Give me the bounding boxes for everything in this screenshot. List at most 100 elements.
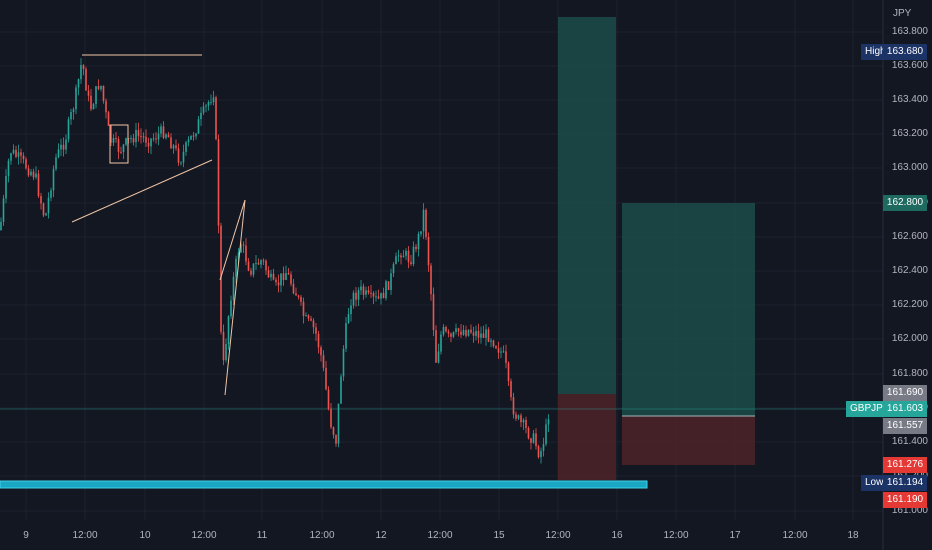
candle-body — [490, 340, 492, 342]
candle-body — [367, 290, 370, 293]
candle-body — [85, 68, 87, 91]
candle-body — [225, 344, 227, 361]
candle-body — [457, 328, 460, 332]
candle-body — [542, 444, 545, 451]
price-axis-label: 162.600 — [891, 231, 928, 242]
candle-body — [2, 198, 5, 222]
candle-body — [440, 334, 442, 352]
candle-body — [172, 145, 175, 149]
candle-body — [277, 282, 280, 286]
candle-body — [455, 328, 457, 332]
candle-body — [192, 135, 195, 137]
time-axis-label: 12:00 — [191, 530, 217, 541]
candle-body — [507, 362, 510, 382]
candle-body — [185, 142, 187, 152]
candle-body — [480, 333, 482, 338]
candle-body — [267, 270, 270, 278]
time-axis-label: 12:00 — [782, 530, 808, 541]
candle-body — [432, 294, 435, 331]
candle-body — [412, 246, 415, 265]
long-position-1-profit-zone — [558, 17, 616, 394]
candle-body — [72, 109, 75, 113]
time-axis-label: 17 — [729, 530, 741, 541]
candle-body — [265, 260, 267, 271]
candle-body — [357, 290, 360, 300]
candle-body — [525, 419, 527, 428]
candle-body — [182, 151, 185, 163]
candle-body — [352, 292, 355, 306]
candle-body — [322, 355, 325, 368]
time-axis-label: 12:00 — [545, 530, 571, 541]
candle-body — [245, 245, 247, 262]
time-axis-label: 11 — [256, 530, 268, 541]
candle-body — [147, 142, 150, 147]
candle-body — [202, 106, 205, 113]
candle-body — [435, 330, 437, 363]
long-position-2-profit-zone — [622, 203, 755, 416]
candle-body — [15, 149, 17, 157]
candle-body — [180, 162, 182, 164]
candle-body — [212, 97, 215, 103]
candle-body — [207, 102, 210, 106]
candle-body — [10, 153, 12, 161]
time-axis-label: 15 — [493, 530, 505, 541]
candle-body — [362, 286, 365, 295]
candle-body — [87, 90, 90, 96]
candle-body — [477, 330, 480, 338]
candle-body — [70, 112, 72, 120]
price-axis-label: 163.800 — [891, 26, 928, 37]
candle-body — [485, 329, 487, 338]
candle-body — [330, 408, 332, 428]
candle-body — [380, 292, 382, 299]
candle-body — [0, 221, 2, 230]
trend-drawings[interactable] — [71, 54, 246, 396]
candle-body — [520, 415, 522, 423]
candle-body — [67, 119, 70, 140]
currency-label: JPY — [893, 8, 912, 19]
candle-body — [115, 138, 117, 140]
candle-body — [60, 144, 62, 150]
candle-body — [240, 244, 242, 253]
candle-body — [425, 209, 427, 237]
candle-body — [300, 296, 302, 302]
time-axis-label: 12:00 — [663, 530, 689, 541]
candle-body — [170, 137, 172, 149]
candle-body — [307, 315, 310, 319]
candle-body — [282, 273, 285, 280]
candle-body — [347, 314, 350, 324]
stop-loss-tag: 161.276 — [883, 457, 927, 473]
candle-body — [227, 316, 230, 345]
candle-body — [157, 133, 160, 140]
candle-body — [27, 168, 30, 176]
candle-body — [22, 155, 25, 160]
candle-body — [80, 65, 82, 80]
candle-body — [452, 331, 455, 337]
price-axis-label: 161.800 — [891, 368, 928, 379]
price-axis-label: 163.600 — [891, 60, 928, 71]
candle-body — [295, 293, 297, 296]
candle-body — [360, 286, 362, 291]
candle-body — [140, 136, 142, 138]
candle-body — [12, 149, 15, 154]
candle-body — [340, 376, 342, 404]
candle-body — [537, 446, 540, 458]
candle-body — [535, 433, 537, 447]
price-axis-label: 161.000 — [891, 505, 928, 516]
candle-body — [102, 85, 105, 101]
candle-body — [17, 152, 20, 157]
candle-body — [7, 160, 10, 177]
position-zones[interactable] — [558, 17, 755, 480]
time-axis-label: 18 — [847, 530, 859, 541]
candle-body — [290, 274, 292, 284]
candle-body — [230, 300, 232, 317]
candle-body — [222, 331, 225, 361]
candle-body — [320, 347, 322, 356]
candle-body — [195, 133, 197, 137]
candle-body — [162, 126, 165, 138]
candle-body — [65, 139, 67, 150]
candle-body — [337, 403, 340, 444]
candle-body — [200, 112, 202, 120]
candle-body — [305, 315, 307, 317]
candle-body — [540, 450, 542, 458]
